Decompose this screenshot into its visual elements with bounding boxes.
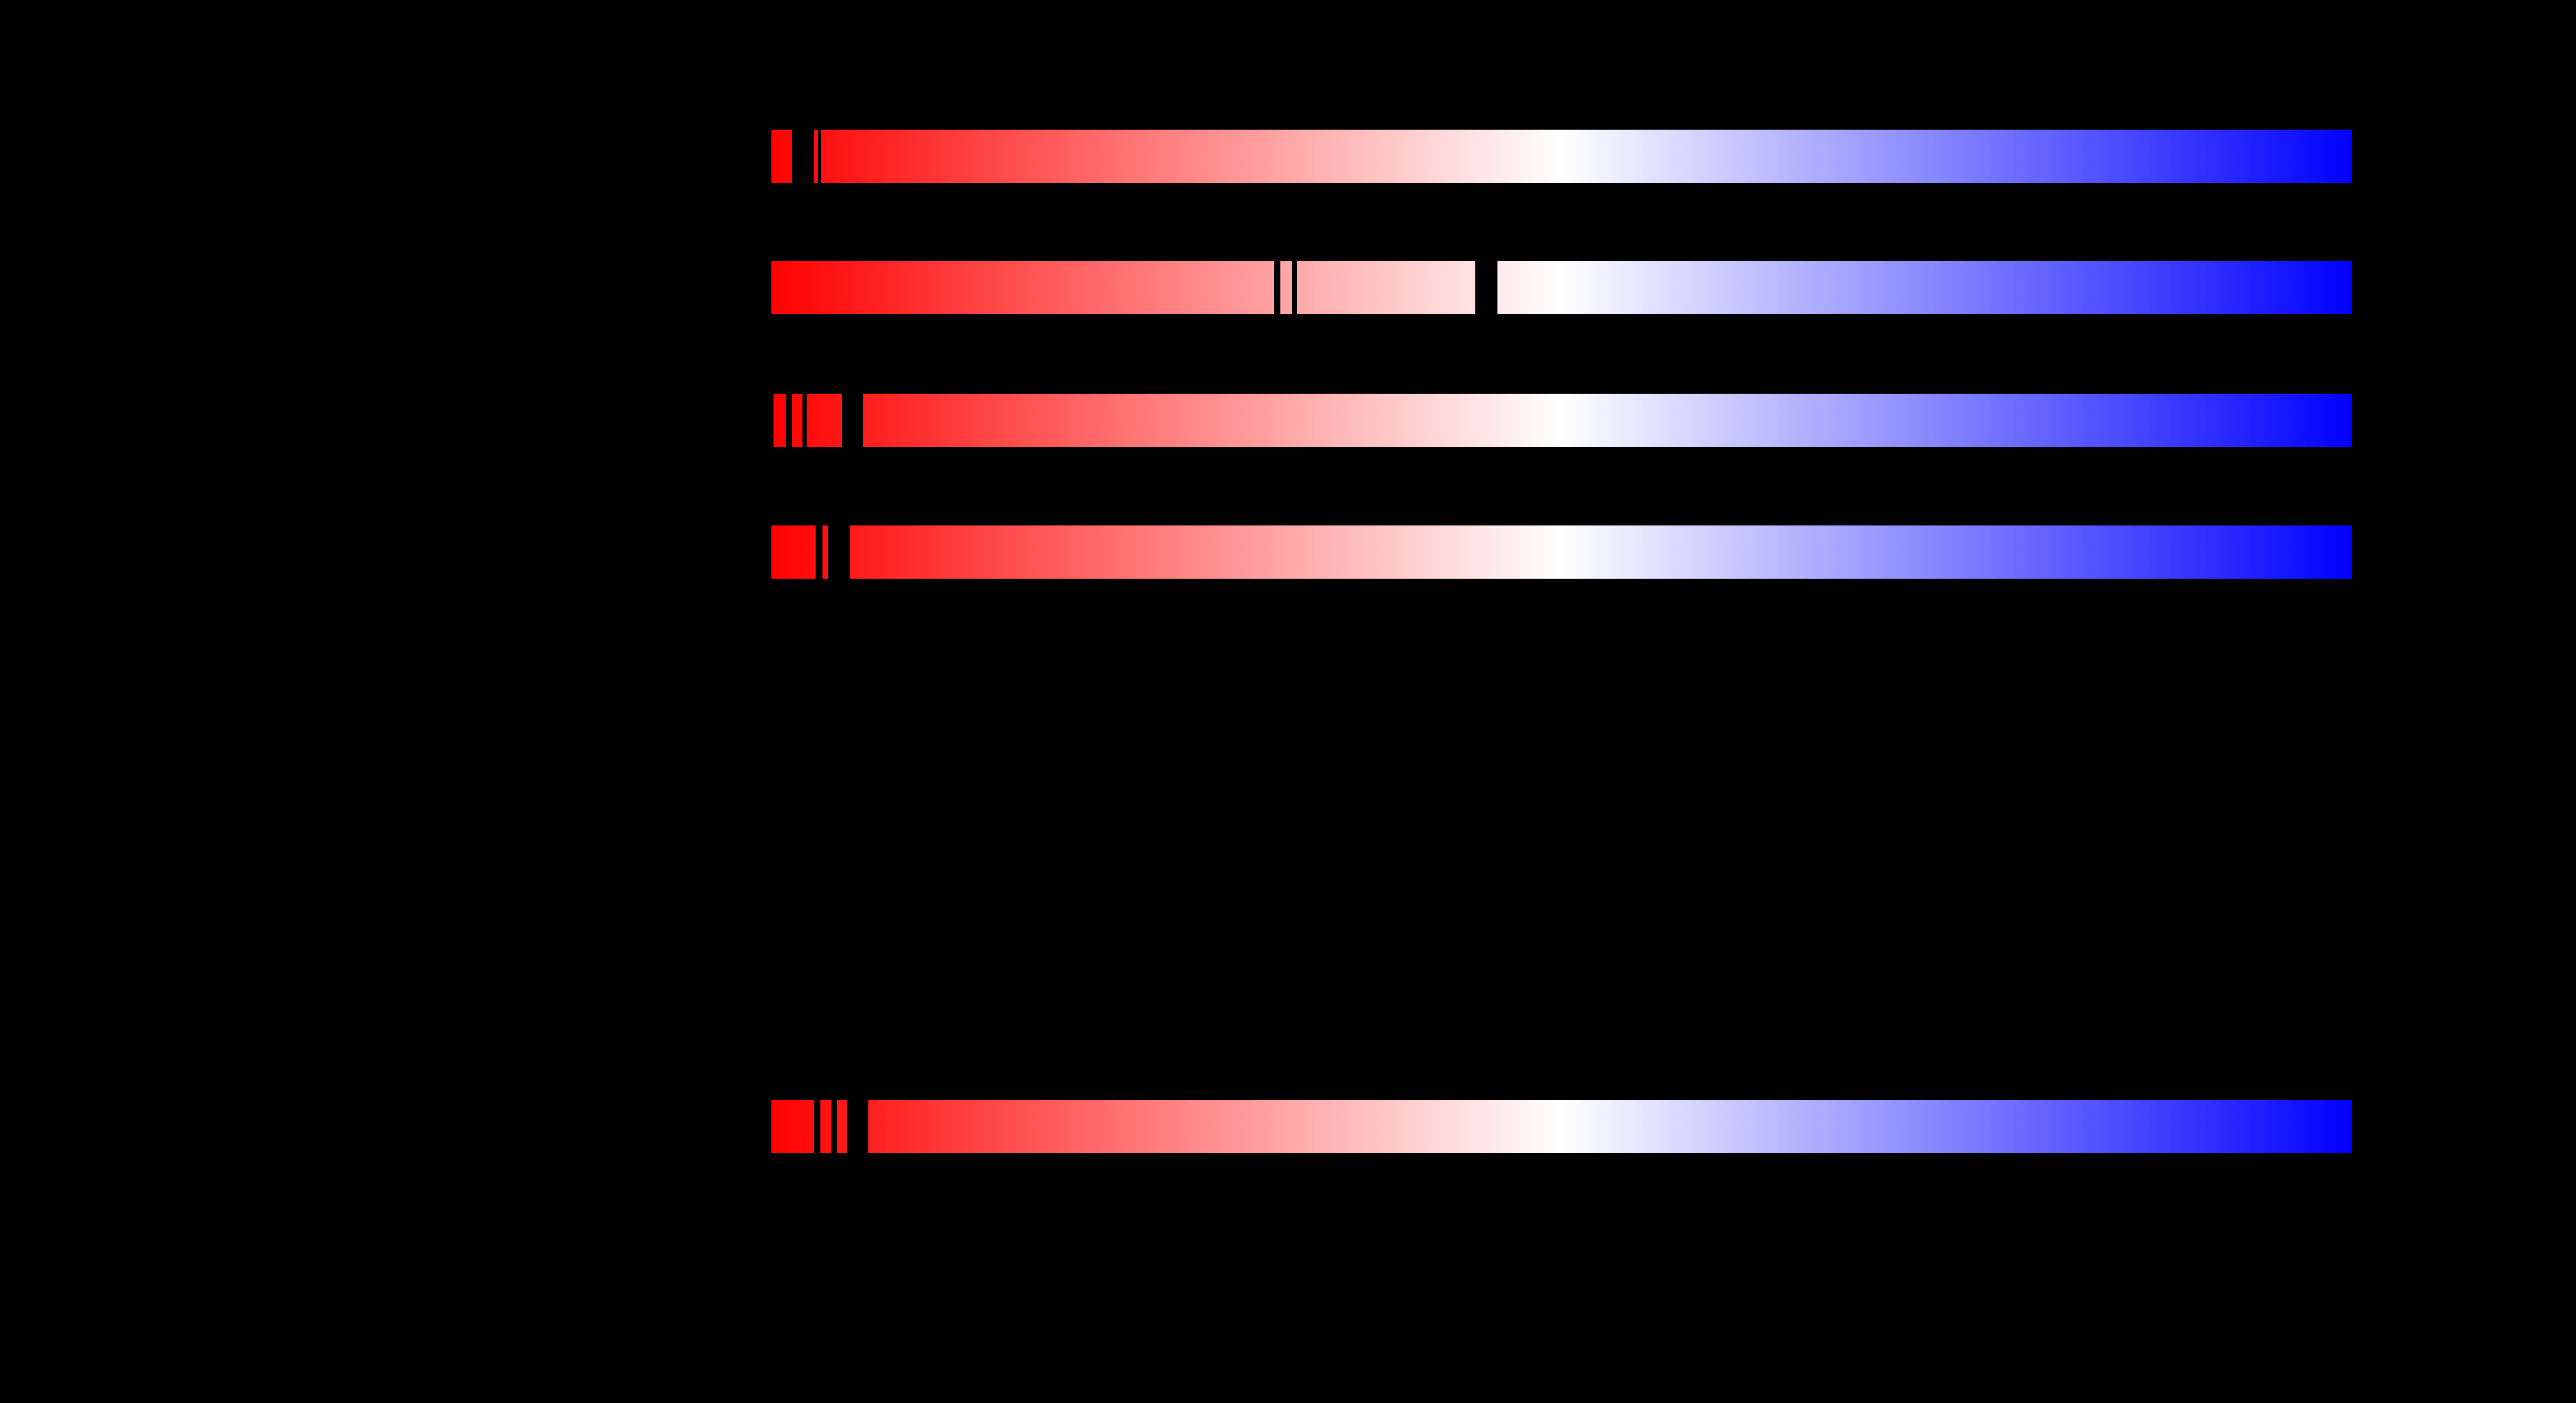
gradient-bar-segment-row-3 [807,394,842,447]
gradient-bar-segment-row-4 [850,525,2352,579]
gradient-bar-segment-row-3 [792,394,802,447]
gradient-bar-segment-row-4 [771,525,816,579]
gradient-bar-segment-row-2 [1297,261,1475,314]
gradient-bar-segment-row-3 [863,394,2352,447]
gradient-bar-segment-row-4 [822,525,828,579]
gradient-bar-segment-row-2 [1497,261,2352,314]
gradient-bar-segment-row-5 [820,1100,831,1153]
gradient-bar-segment-row-1 [771,130,792,183]
gradient-bar-segment-row-2 [771,261,1274,314]
gradient-bar-segment-row-5 [868,1100,2352,1153]
gradient-bar-segment-row-3 [773,394,786,447]
gradient-bar-segment-row-5 [771,1100,814,1153]
gradient-bar-segment-row-1 [814,130,818,183]
gradient-bar-segment-row-1 [821,130,2352,183]
gradient-bar-segment-row-5 [837,1100,847,1153]
gradient-bar-segment-row-2 [1280,261,1292,314]
